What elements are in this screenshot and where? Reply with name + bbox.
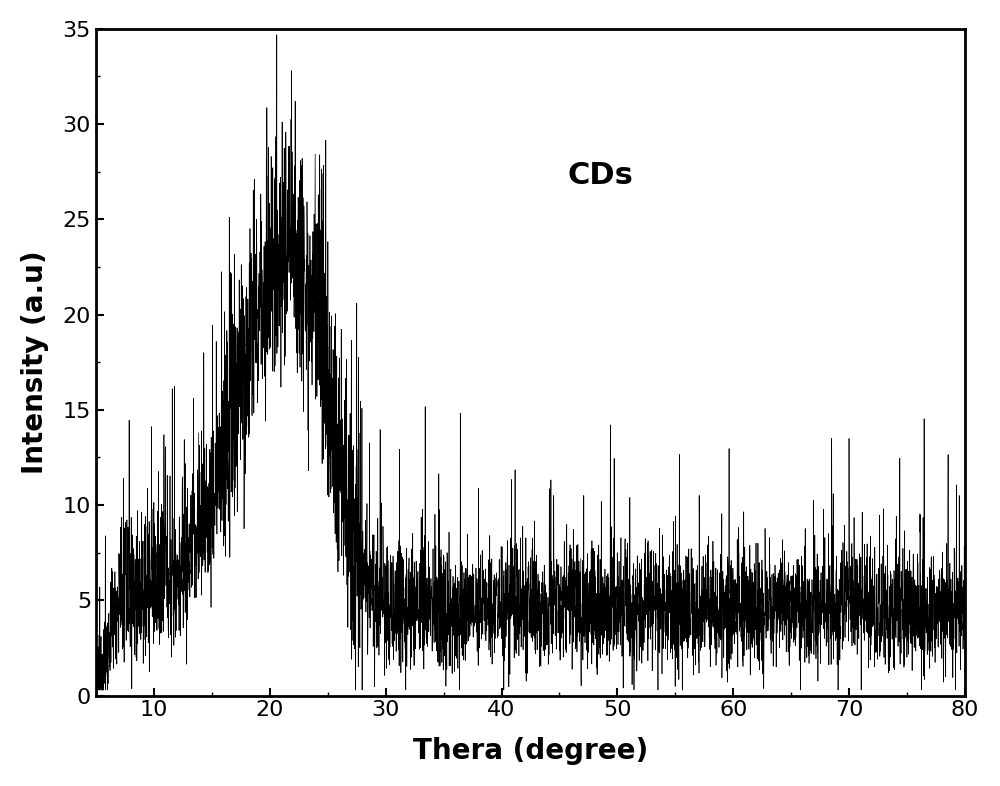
Y-axis label: Intensity (a.u): Intensity (a.u) — [21, 251, 49, 474]
Text: CDs: CDs — [567, 161, 633, 190]
X-axis label: Thera (degree): Thera (degree) — [413, 737, 648, 765]
